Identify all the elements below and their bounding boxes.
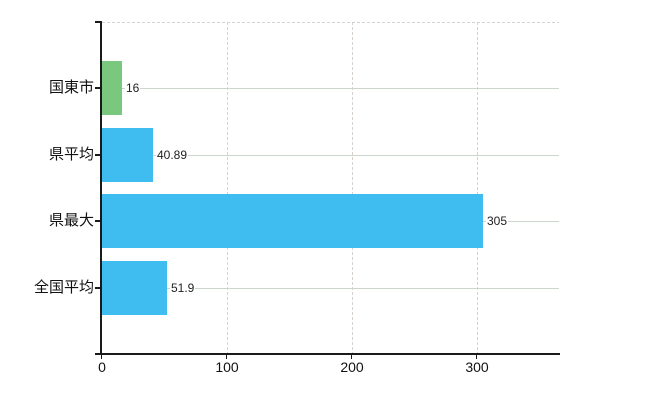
bar	[102, 61, 122, 115]
y-axis-tick	[95, 154, 101, 156]
bar-value-label: 305	[486, 213, 509, 229]
x-axis-tick	[476, 355, 477, 359]
category-label: 県最大	[48, 212, 94, 229]
bar-value-label: 51.9	[170, 280, 196, 296]
y-axis-tick	[95, 87, 101, 89]
plot-top-border	[102, 22, 559, 23]
x-axis-tick	[101, 355, 102, 359]
bar-value-label: 40.89	[156, 147, 189, 163]
x-tick-label: 0	[98, 359, 106, 375]
y-axis-tick	[95, 287, 101, 289]
v-gridline	[477, 22, 478, 353]
category-label: 全国平均	[33, 279, 94, 296]
y-axis-line	[100, 21, 102, 355]
bar	[102, 128, 153, 182]
x-axis-tick	[351, 355, 352, 359]
category-label: 県平均	[48, 146, 94, 163]
v-gridline	[227, 22, 228, 353]
y-axis-tick	[95, 220, 101, 222]
x-axis-tick	[226, 355, 227, 359]
h-gridline	[102, 288, 559, 289]
x-tick-label: 200	[340, 359, 364, 375]
v-gridline	[352, 22, 353, 353]
y-axis-tick	[95, 21, 101, 23]
h-gridline	[102, 88, 559, 89]
bar-value-label: 16	[125, 80, 141, 96]
category-label: 国東市	[48, 79, 94, 96]
h-gridline	[102, 155, 559, 156]
bar	[102, 194, 483, 248]
x-tick-label: 300	[465, 359, 489, 375]
bar	[102, 261, 167, 315]
x-tick-label: 100	[215, 359, 239, 375]
x-axis-line	[95, 353, 560, 355]
